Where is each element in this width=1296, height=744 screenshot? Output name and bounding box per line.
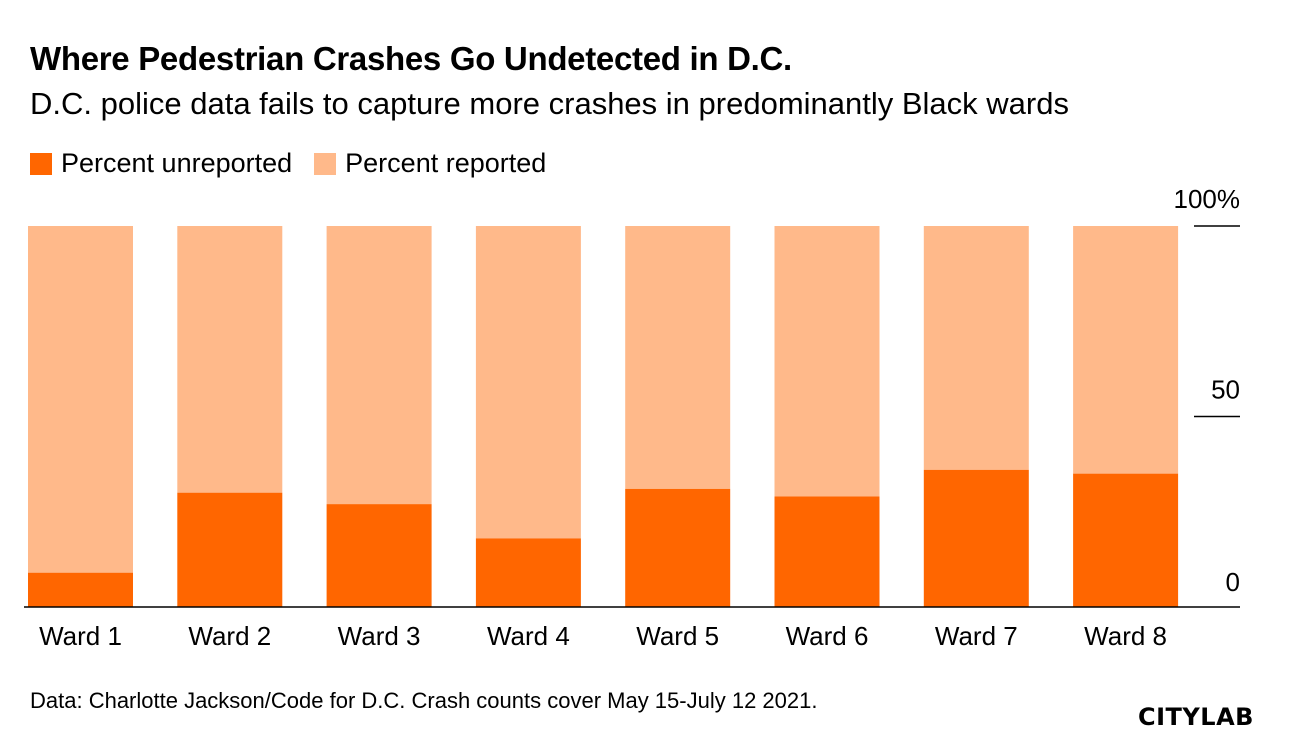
x-tick-label-5: Ward 5: [636, 621, 719, 651]
source-note: Data: Charlotte Jackson/Code for D.C. Cr…: [30, 688, 818, 713]
legend-label-reported: Percent reported: [345, 148, 547, 178]
bar-unreported-8: [1073, 473, 1179, 607]
x-tick-label-2: Ward 2: [188, 621, 271, 651]
legend-swatch-unreported: [30, 152, 52, 175]
x-tick-label-6: Ward 6: [786, 621, 869, 651]
y-tick-label-50: 50: [1211, 375, 1240, 405]
bar-reported-1: [28, 226, 133, 573]
bar-unreported-3: [326, 504, 432, 607]
bar-reported-8: [1073, 226, 1179, 474]
x-tick-label-4: Ward 4: [487, 621, 570, 651]
y-tick-label-0: 0: [1226, 567, 1240, 597]
x-tick-label-3: Ward 3: [338, 621, 421, 651]
bar-reported-3: [326, 226, 432, 505]
x-tick-label-8: Ward 8: [1084, 621, 1167, 651]
chart-title: Where Pedestrian Crashes Go Undetected i…: [30, 40, 792, 77]
bar-unreported-5: [625, 488, 731, 607]
x-tick-label-1: Ward 1: [39, 621, 122, 651]
legend-item-unreported: Percent unreported: [30, 148, 292, 179]
bar-reported-4: [475, 226, 581, 539]
x-tick-label-7: Ward 7: [935, 621, 1018, 651]
bar-unreported-7: [923, 469, 1029, 607]
citylab-logo: CITYLAB: [1138, 703, 1254, 731]
bar-unreported-6: [774, 496, 880, 607]
y-tick-label-100: 100%: [1174, 184, 1241, 214]
bar-unreported-2: [177, 492, 283, 607]
legend-label-unreported: Percent unreported: [61, 148, 293, 178]
legend-swatch-reported: [314, 152, 337, 175]
bar-unreported-1: [28, 572, 133, 607]
bar-reported-7: [923, 226, 1029, 470]
chart-subtitle: D.C. police data fails to capture more c…: [30, 86, 1069, 121]
bar-reported-2: [177, 226, 283, 493]
bar-unreported-4: [475, 538, 581, 607]
bar-reported-5: [625, 226, 731, 489]
legend-item-reported: Percent reported: [314, 148, 546, 179]
legend: Percent unreported Percent reported: [30, 148, 568, 179]
bar-reported-6: [774, 226, 880, 497]
